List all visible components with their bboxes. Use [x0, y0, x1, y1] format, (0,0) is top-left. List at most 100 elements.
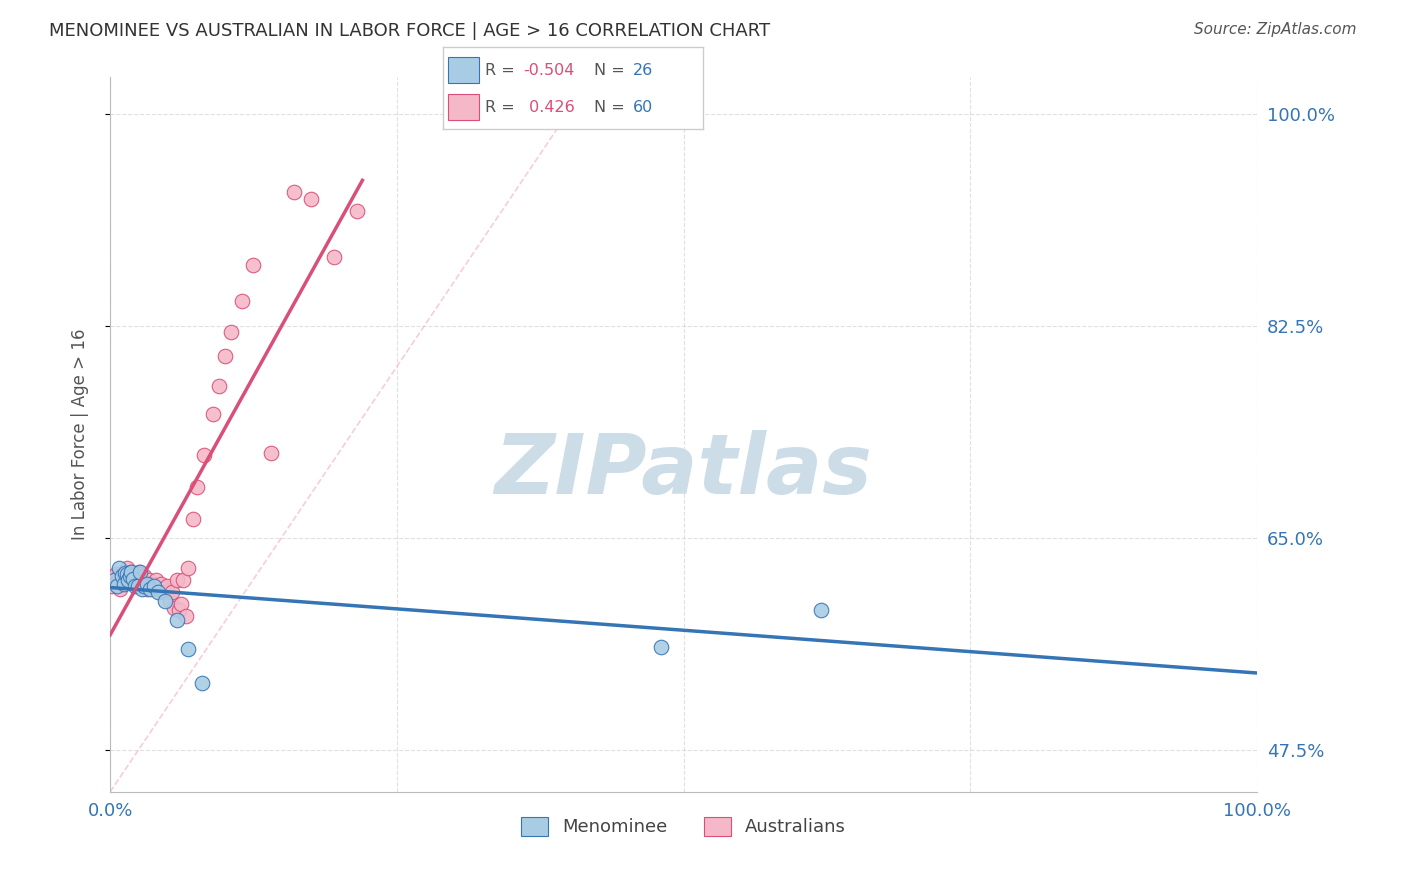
Point	[117, 573, 139, 587]
Text: R =: R =	[485, 62, 519, 78]
Text: MENOMINEE VS AUSTRALIAN IN LABOR FORCE | AGE > 16 CORRELATION CHART: MENOMINEE VS AUSTRALIAN IN LABOR FORCE |…	[49, 22, 770, 40]
Point	[145, 573, 167, 587]
Point	[105, 576, 128, 591]
Point	[159, 593, 181, 607]
Point	[112, 576, 135, 591]
Point	[181, 512, 204, 526]
Point	[110, 569, 132, 583]
Point	[202, 407, 225, 421]
Point	[110, 573, 132, 587]
Text: ZIPatlas: ZIPatlas	[495, 430, 873, 511]
Point	[134, 569, 156, 583]
Point	[128, 565, 150, 579]
Point	[166, 573, 188, 587]
Point	[142, 579, 165, 593]
Text: N =: N =	[593, 100, 630, 115]
Point	[135, 576, 157, 591]
Point	[101, 579, 124, 593]
Point	[170, 597, 193, 611]
Point	[118, 566, 141, 581]
Text: N =: N =	[593, 62, 630, 78]
Point	[152, 582, 174, 596]
Point	[172, 573, 194, 587]
Point	[177, 642, 200, 657]
Point	[121, 573, 143, 587]
Point	[124, 579, 146, 593]
Point	[186, 480, 208, 494]
Text: Source: ZipAtlas.com: Source: ZipAtlas.com	[1194, 22, 1357, 37]
Text: -0.504: -0.504	[523, 62, 575, 78]
Point	[104, 566, 127, 581]
Y-axis label: In Labor Force | Age > 16: In Labor Force | Age > 16	[72, 329, 89, 541]
Point	[117, 561, 139, 575]
Point	[105, 579, 128, 593]
Point	[124, 576, 146, 591]
Point	[193, 448, 215, 462]
Point	[163, 600, 186, 615]
Point	[129, 573, 152, 587]
Point	[131, 579, 153, 593]
Point	[112, 569, 135, 583]
Point	[120, 565, 142, 579]
Point	[114, 565, 136, 579]
Legend: Menominee, Australians: Menominee, Australians	[513, 810, 853, 844]
Point	[208, 379, 231, 393]
Point	[142, 579, 165, 593]
Point	[219, 325, 242, 339]
Point	[167, 603, 190, 617]
Point	[160, 585, 183, 599]
Text: R =: R =	[485, 100, 524, 115]
Point	[177, 561, 200, 575]
Point	[149, 576, 172, 591]
FancyBboxPatch shape	[449, 94, 479, 120]
Point	[111, 566, 134, 581]
Text: 0.426: 0.426	[523, 100, 574, 115]
Point	[131, 582, 153, 596]
Point	[122, 572, 145, 586]
Point	[156, 579, 179, 593]
Point	[118, 569, 141, 583]
Point	[242, 258, 264, 272]
Point	[103, 573, 125, 587]
Point	[115, 573, 138, 587]
Text: 26: 26	[633, 62, 652, 78]
Point	[322, 250, 344, 264]
Point	[166, 613, 188, 627]
Point	[107, 573, 129, 587]
Point	[108, 561, 131, 575]
Point	[128, 565, 150, 579]
Point	[127, 579, 149, 593]
Point	[231, 294, 253, 309]
Point	[125, 573, 148, 587]
Point	[148, 585, 170, 599]
Point	[108, 569, 131, 583]
FancyBboxPatch shape	[449, 57, 479, 83]
Point	[127, 569, 149, 583]
Point	[299, 192, 322, 206]
Point	[120, 565, 142, 579]
Point	[650, 640, 672, 654]
Point	[153, 593, 176, 607]
Point	[138, 573, 160, 587]
Text: 60: 60	[633, 100, 652, 115]
Point	[110, 582, 132, 596]
Point	[141, 576, 163, 591]
Point	[259, 446, 281, 460]
Point	[117, 566, 139, 581]
Point	[283, 186, 305, 200]
Point	[191, 676, 214, 690]
Point	[346, 203, 368, 218]
Point	[174, 609, 197, 624]
Point	[128, 566, 150, 581]
Point	[134, 579, 156, 593]
Point	[810, 603, 832, 617]
Point	[153, 585, 176, 599]
Point	[117, 569, 139, 583]
Point	[122, 566, 145, 581]
Point	[148, 582, 170, 596]
Point	[114, 566, 136, 580]
Point	[135, 582, 157, 596]
Point	[214, 349, 236, 363]
Point	[122, 569, 145, 583]
Point	[104, 569, 127, 583]
